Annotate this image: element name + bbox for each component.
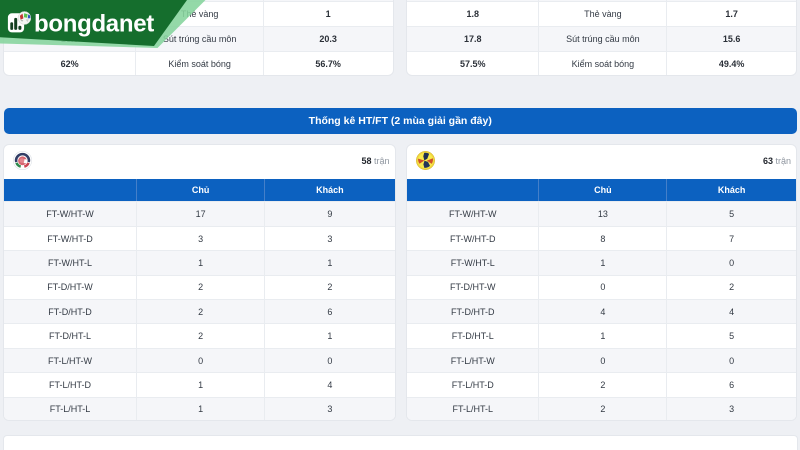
svg-text:bongdanet: bongdanet [34, 11, 154, 38]
